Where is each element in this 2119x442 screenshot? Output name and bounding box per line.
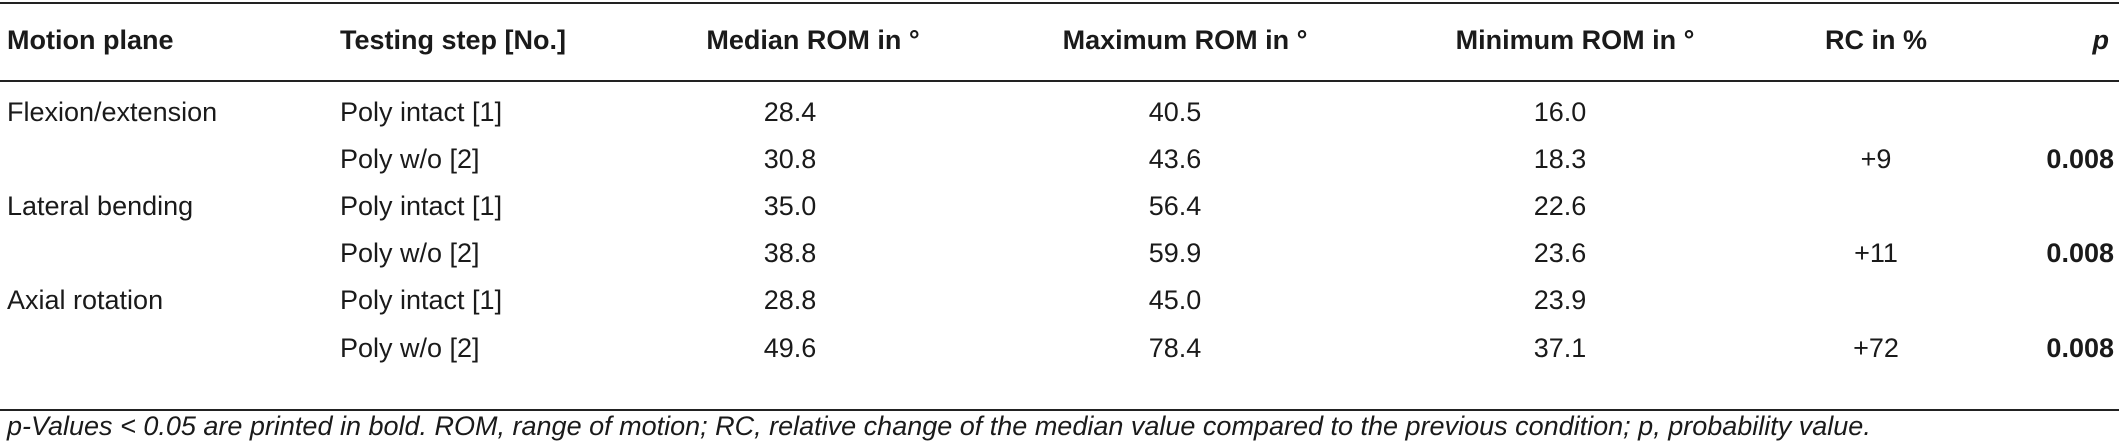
cell-maximum-rom: 45.0 [1148,285,1202,315]
cell-minimum-rom: 23.6 [1533,238,1587,268]
cell-testing-step: Poly intact [1] [340,285,503,315]
cell-maximum-rom: 59.9 [1148,238,1202,268]
cell-median-rom: 35.0 [763,191,817,221]
cell-testing-step: Poly w/o [2] [340,238,480,268]
header-maximum-rom: Maximum ROM in ° [1062,25,1308,55]
header-median-rom: Median ROM in ° [706,25,920,55]
cell-minimum-rom: 22.6 [1533,191,1587,221]
cell-minimum-rom: 18.3 [1533,144,1587,174]
cell-testing-step: Poly intact [1] [340,97,503,127]
cell-maximum-rom: 78.4 [1148,333,1202,363]
table-bottom-rule [0,409,2119,411]
cell-median-rom: 28.8 [763,285,817,315]
cell-p: 0.008 [2046,238,2114,268]
header-rc: RC in % [1824,25,1928,55]
cell-testing-step: Poly w/o [2] [340,144,480,174]
cell-median-rom: 49.6 [763,333,817,363]
cell-p: 0.008 [2046,144,2114,174]
cell-motion-plane: Axial rotation [7,285,164,315]
cell-median-rom: 28.4 [763,97,817,127]
cell-testing-step: Poly intact [1] [340,191,503,221]
header-motion-plane: Motion plane [7,25,174,55]
cell-p: 0.008 [2046,333,2114,363]
header-testing-step: Testing step [No.] [340,25,566,55]
cell-minimum-rom: 23.9 [1533,285,1587,315]
cell-maximum-rom: 56.4 [1148,191,1202,221]
table-header-rule [0,80,2119,82]
cell-motion-plane: Lateral bending [7,191,194,221]
table-top-rule [0,2,2119,4]
header-minimum-rom: Minimum ROM in ° [1455,25,1695,55]
cell-median-rom: 38.8 [763,238,817,268]
cell-maximum-rom: 40.5 [1148,97,1202,127]
cell-minimum-rom: 37.1 [1533,333,1587,363]
cell-minimum-rom: 16.0 [1533,97,1587,127]
cell-rc: +9 [1860,144,1892,174]
cell-motion-plane: Flexion/extension [7,97,218,127]
cell-rc: +72 [1853,333,1899,363]
header-p: p [2092,25,2110,55]
table-footnote: p-Values < 0.05 are printed in bold. ROM… [7,411,1871,441]
cell-rc: +11 [1854,238,1898,268]
cell-testing-step: Poly w/o [2] [340,333,480,363]
cell-median-rom: 30.8 [763,144,817,174]
cell-maximum-rom: 43.6 [1148,144,1202,174]
